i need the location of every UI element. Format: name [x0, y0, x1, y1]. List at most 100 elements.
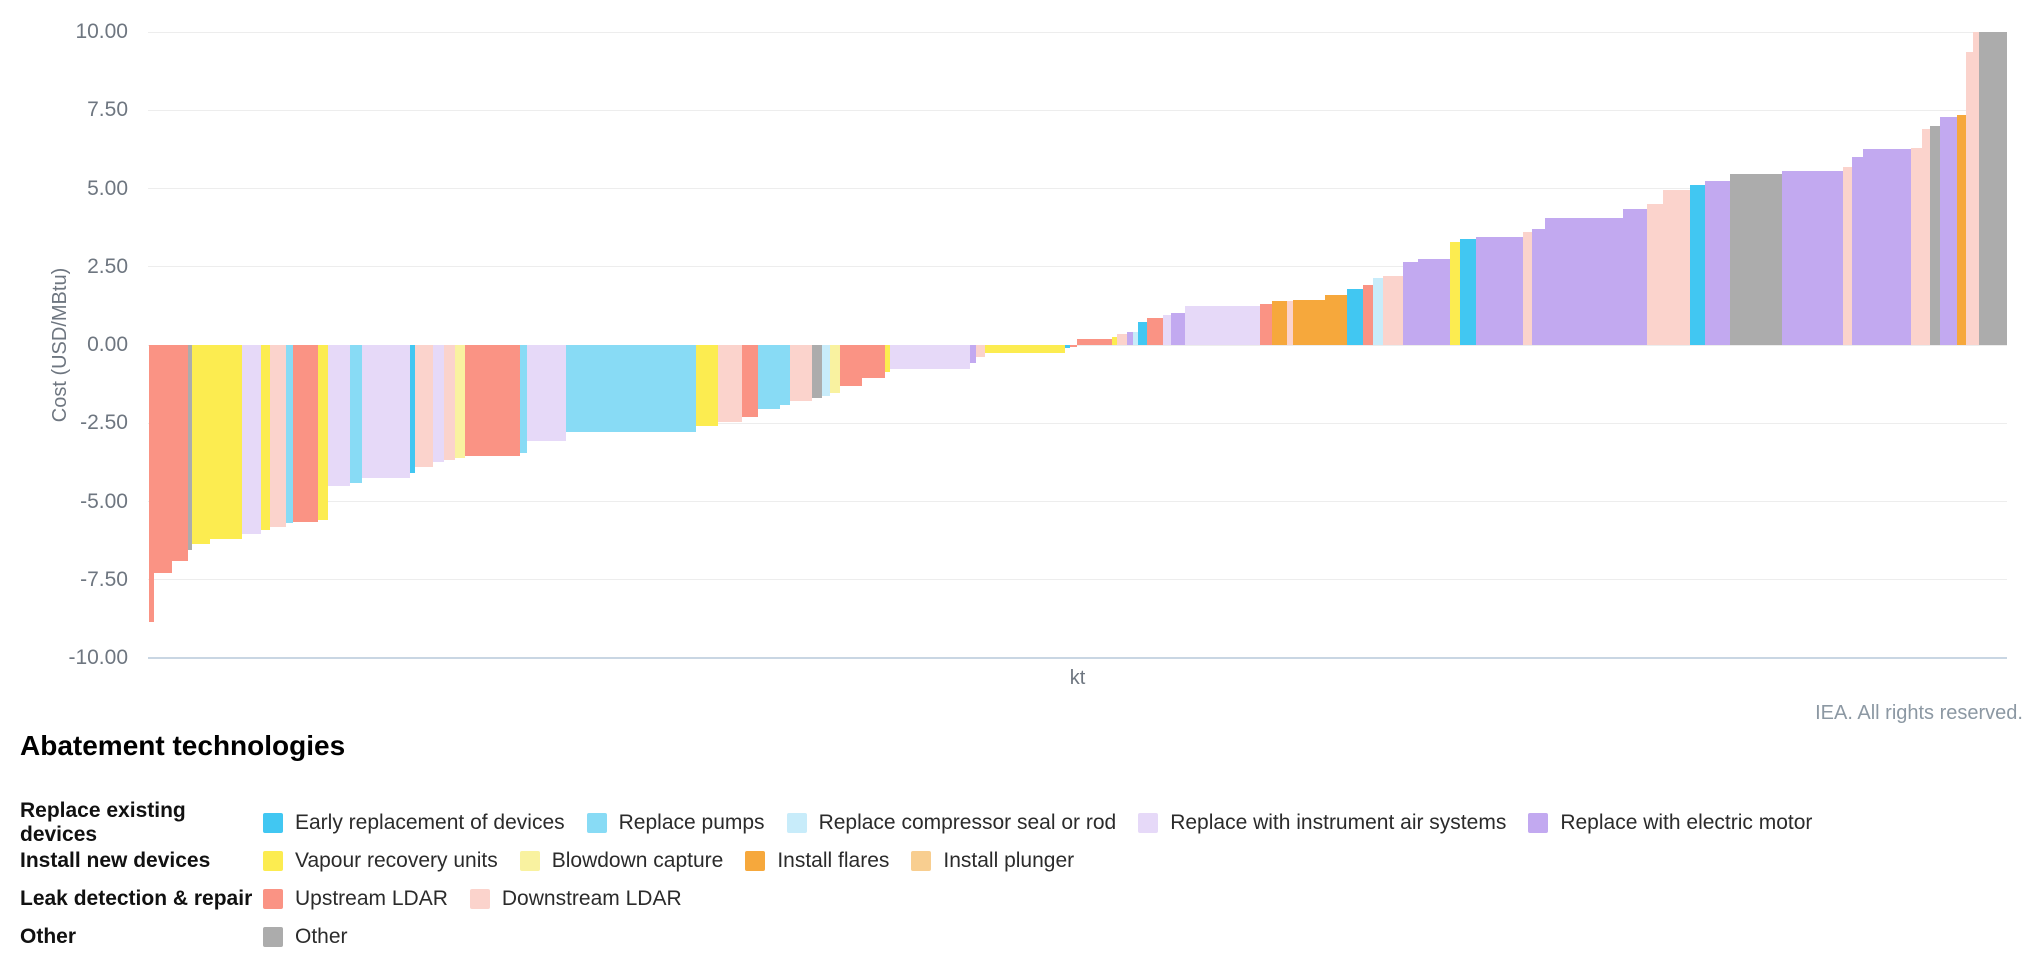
macc-bar-downstream[interactable]: [976, 345, 985, 357]
macc-bar-electric[interactable]: [1127, 332, 1133, 345]
macc-bar-upstream[interactable]: [465, 345, 520, 457]
macc-bar-vapour[interactable]: [192, 345, 210, 544]
macc-bar-pumps[interactable]: [758, 345, 780, 410]
macc-bar-upstream[interactable]: [1147, 318, 1163, 345]
macc-bar-compressor[interactable]: [1373, 277, 1383, 345]
macc-bar-downstream[interactable]: [1966, 52, 1973, 345]
macc-bar-instrument[interactable]: [433, 345, 444, 463]
macc-bar-downstream[interactable]: [1287, 300, 1293, 345]
macc-bar-upstream[interactable]: [1070, 345, 1077, 347]
macc-bar-vapour[interactable]: [885, 345, 890, 372]
macc-bar-downstream[interactable]: [1647, 204, 1663, 345]
macc-bar-flares[interactable]: [1957, 114, 1966, 345]
macc-bar-downstream[interactable]: [1523, 232, 1532, 345]
macc-bar-pumps[interactable]: [520, 345, 527, 453]
macc-bar-upstream[interactable]: [293, 345, 318, 522]
macc-bar-instrument[interactable]: [242, 345, 261, 535]
macc-bar-downstream[interactable]: [444, 345, 455, 461]
macc-bar-other[interactable]: [1979, 32, 2007, 345]
macc-bar-early[interactable]: [1690, 185, 1705, 345]
macc-bar-instrument[interactable]: [1185, 305, 1260, 345]
macc-bar-electric[interactable]: [1403, 262, 1418, 345]
macc-bar-downstream[interactable]: [1922, 129, 1930, 345]
macc-bar-upstream[interactable]: [1363, 284, 1373, 345]
macc-bar-instrument[interactable]: [362, 345, 410, 479]
macc-bar-upstream[interactable]: [149, 345, 154, 622]
macc-bar-downstream[interactable]: [718, 345, 742, 422]
macc-bar-vapour[interactable]: [696, 345, 718, 427]
legend-item-plunger[interactable]: Install plunger: [911, 849, 1074, 873]
macc-bar-vapour[interactable]: [1112, 336, 1117, 345]
legend-item-upstream[interactable]: Upstream LDAR: [263, 887, 448, 911]
macc-bar-pumps[interactable]: [350, 345, 362, 483]
macc-bar-pumps[interactable]: [780, 345, 790, 406]
macc-bar-compressor[interactable]: [1133, 331, 1138, 345]
macc-bar-downstream[interactable]: [790, 345, 812, 402]
macc-bar-pumps[interactable]: [566, 345, 696, 432]
macc-bar-early[interactable]: [1460, 239, 1476, 345]
legend-item-other[interactable]: Other: [263, 925, 348, 949]
macc-bar-downstream[interactable]: [1911, 147, 1922, 345]
macc-bar-upstream[interactable]: [840, 345, 862, 386]
legend-item-early[interactable]: Early replacement of devices: [263, 811, 565, 835]
macc-bar-electric[interactable]: [1171, 313, 1185, 345]
y-axis-tick-label: -10.00: [68, 646, 128, 669]
macc-bar-other[interactable]: [812, 345, 822, 399]
macc-bar-instrument[interactable]: [527, 345, 566, 442]
macc-bar-electric[interactable]: [1705, 180, 1730, 345]
macc-bar-instrument[interactable]: [890, 345, 970, 370]
macc-bar-upstream[interactable]: [154, 345, 172, 574]
macc-bar-other[interactable]: [188, 345, 192, 550]
macc-bar-electric[interactable]: [970, 345, 976, 363]
macc-bar-vapour[interactable]: [1450, 241, 1460, 345]
macc-bar-electric[interactable]: [1782, 171, 1843, 345]
macc-bar-electric[interactable]: [1476, 237, 1523, 345]
legend-item-electric[interactable]: Replace with electric motor: [1528, 811, 1812, 835]
macc-bar-vapour[interactable]: [261, 345, 270, 530]
legend-item-pumps[interactable]: Replace pumps: [586, 811, 765, 835]
macc-bar-downstream[interactable]: [415, 345, 433, 468]
macc-bar-upstream[interactable]: [862, 345, 885, 378]
macc-bar-electric[interactable]: [1852, 157, 1863, 345]
macc-bar-upstream[interactable]: [1260, 304, 1272, 345]
macc-bar-electric[interactable]: [1418, 258, 1450, 345]
macc-bar-electric[interactable]: [1623, 208, 1647, 345]
macc-bar-vapour[interactable]: [210, 345, 242, 540]
macc-bar-electric[interactable]: [1940, 116, 1957, 345]
macc-bar-vapour[interactable]: [318, 345, 328, 521]
macc-bar-downstream[interactable]: [1117, 334, 1127, 345]
macc-bar-blowdown[interactable]: [830, 345, 840, 394]
macc-bar-early[interactable]: [1065, 345, 1070, 349]
macc-bar-early[interactable]: [1138, 321, 1147, 345]
legend-item-flares[interactable]: Install flares: [745, 849, 889, 873]
legend-item-vapour[interactable]: Vapour recovery units: [263, 849, 498, 873]
macc-bar-upstream[interactable]: [172, 345, 188, 561]
macc-bar-electric[interactable]: [1532, 229, 1545, 345]
macc-bar-early[interactable]: [410, 345, 415, 474]
macc-bar-other[interactable]: [1930, 125, 1940, 345]
macc-bar-instrument[interactable]: [1163, 315, 1171, 345]
macc-bar-vapour[interactable]: [985, 345, 1065, 353]
legend-item-instrument[interactable]: Replace with instrument air systems: [1138, 811, 1506, 835]
macc-bar-blowdown[interactable]: [455, 345, 465, 459]
macc-bar-other[interactable]: [1730, 174, 1782, 345]
legend-item-downstream[interactable]: Downstream LDAR: [469, 887, 682, 911]
macc-bar-downstream[interactable]: [1663, 190, 1690, 345]
macc-bar-downstream[interactable]: [270, 345, 286, 527]
macc-bar-downstream[interactable]: [1843, 166, 1852, 345]
macc-bar-upstream[interactable]: [742, 345, 758, 417]
macc-bar-electric[interactable]: [1863, 148, 1911, 345]
macc-bar-early[interactable]: [1347, 289, 1363, 345]
macc-bar-instrument[interactable]: [328, 345, 350, 486]
macc-bar-flares[interactable]: [1272, 301, 1287, 345]
macc-bar-flares[interactable]: [1293, 299, 1325, 345]
macc-bar-upstream[interactable]: [1077, 339, 1112, 345]
macc-bar-downstream[interactable]: [1383, 275, 1403, 345]
legend-item-blowdown[interactable]: Blowdown capture: [519, 849, 723, 873]
macc-bar-downstream[interactable]: [1973, 32, 1979, 345]
macc-bar-electric[interactable]: [1545, 218, 1623, 345]
macc-bar-compressor[interactable]: [822, 345, 830, 396]
macc-bar-pumps[interactable]: [286, 345, 293, 524]
legend-item-compressor[interactable]: Replace compressor seal or rod: [786, 811, 1116, 835]
macc-bar-flares[interactable]: [1325, 294, 1347, 345]
